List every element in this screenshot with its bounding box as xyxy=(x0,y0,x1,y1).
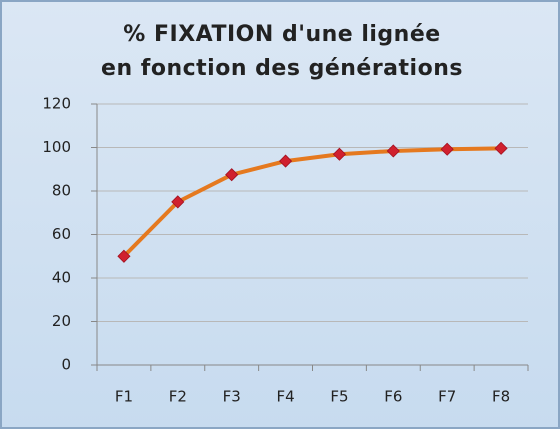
series-line xyxy=(122,146,502,258)
x-tick-label: F6 xyxy=(384,388,402,406)
x-tick-label: F8 xyxy=(492,388,510,406)
y-tick-label: 0 xyxy=(61,356,71,374)
x-tick-label: F1 xyxy=(115,388,133,406)
chart-title: % FIXATION d'une lignée xyxy=(123,22,440,47)
y-tick-label: 20 xyxy=(52,312,71,330)
y-tick-label: 40 xyxy=(52,269,71,287)
data-point xyxy=(225,168,239,182)
data-point xyxy=(440,142,454,156)
data-point xyxy=(171,195,185,209)
x-tick-label: F7 xyxy=(438,388,456,406)
y-tick-label: 80 xyxy=(52,182,71,200)
chart-title: en fonction des générations xyxy=(101,56,463,81)
y-tick-label: 60 xyxy=(52,225,71,243)
data-point xyxy=(332,147,347,161)
y-tick-label: 120 xyxy=(42,95,71,113)
data-point xyxy=(117,249,131,263)
x-tick-label: F2 xyxy=(169,388,187,406)
data-point xyxy=(494,141,508,155)
data-point xyxy=(278,154,293,168)
x-tick-label: F5 xyxy=(330,388,348,406)
y-tick-label: 100 xyxy=(42,138,71,156)
x-tick-label: F3 xyxy=(223,388,241,406)
data-point xyxy=(386,144,400,158)
x-tick-label: F4 xyxy=(276,388,294,406)
